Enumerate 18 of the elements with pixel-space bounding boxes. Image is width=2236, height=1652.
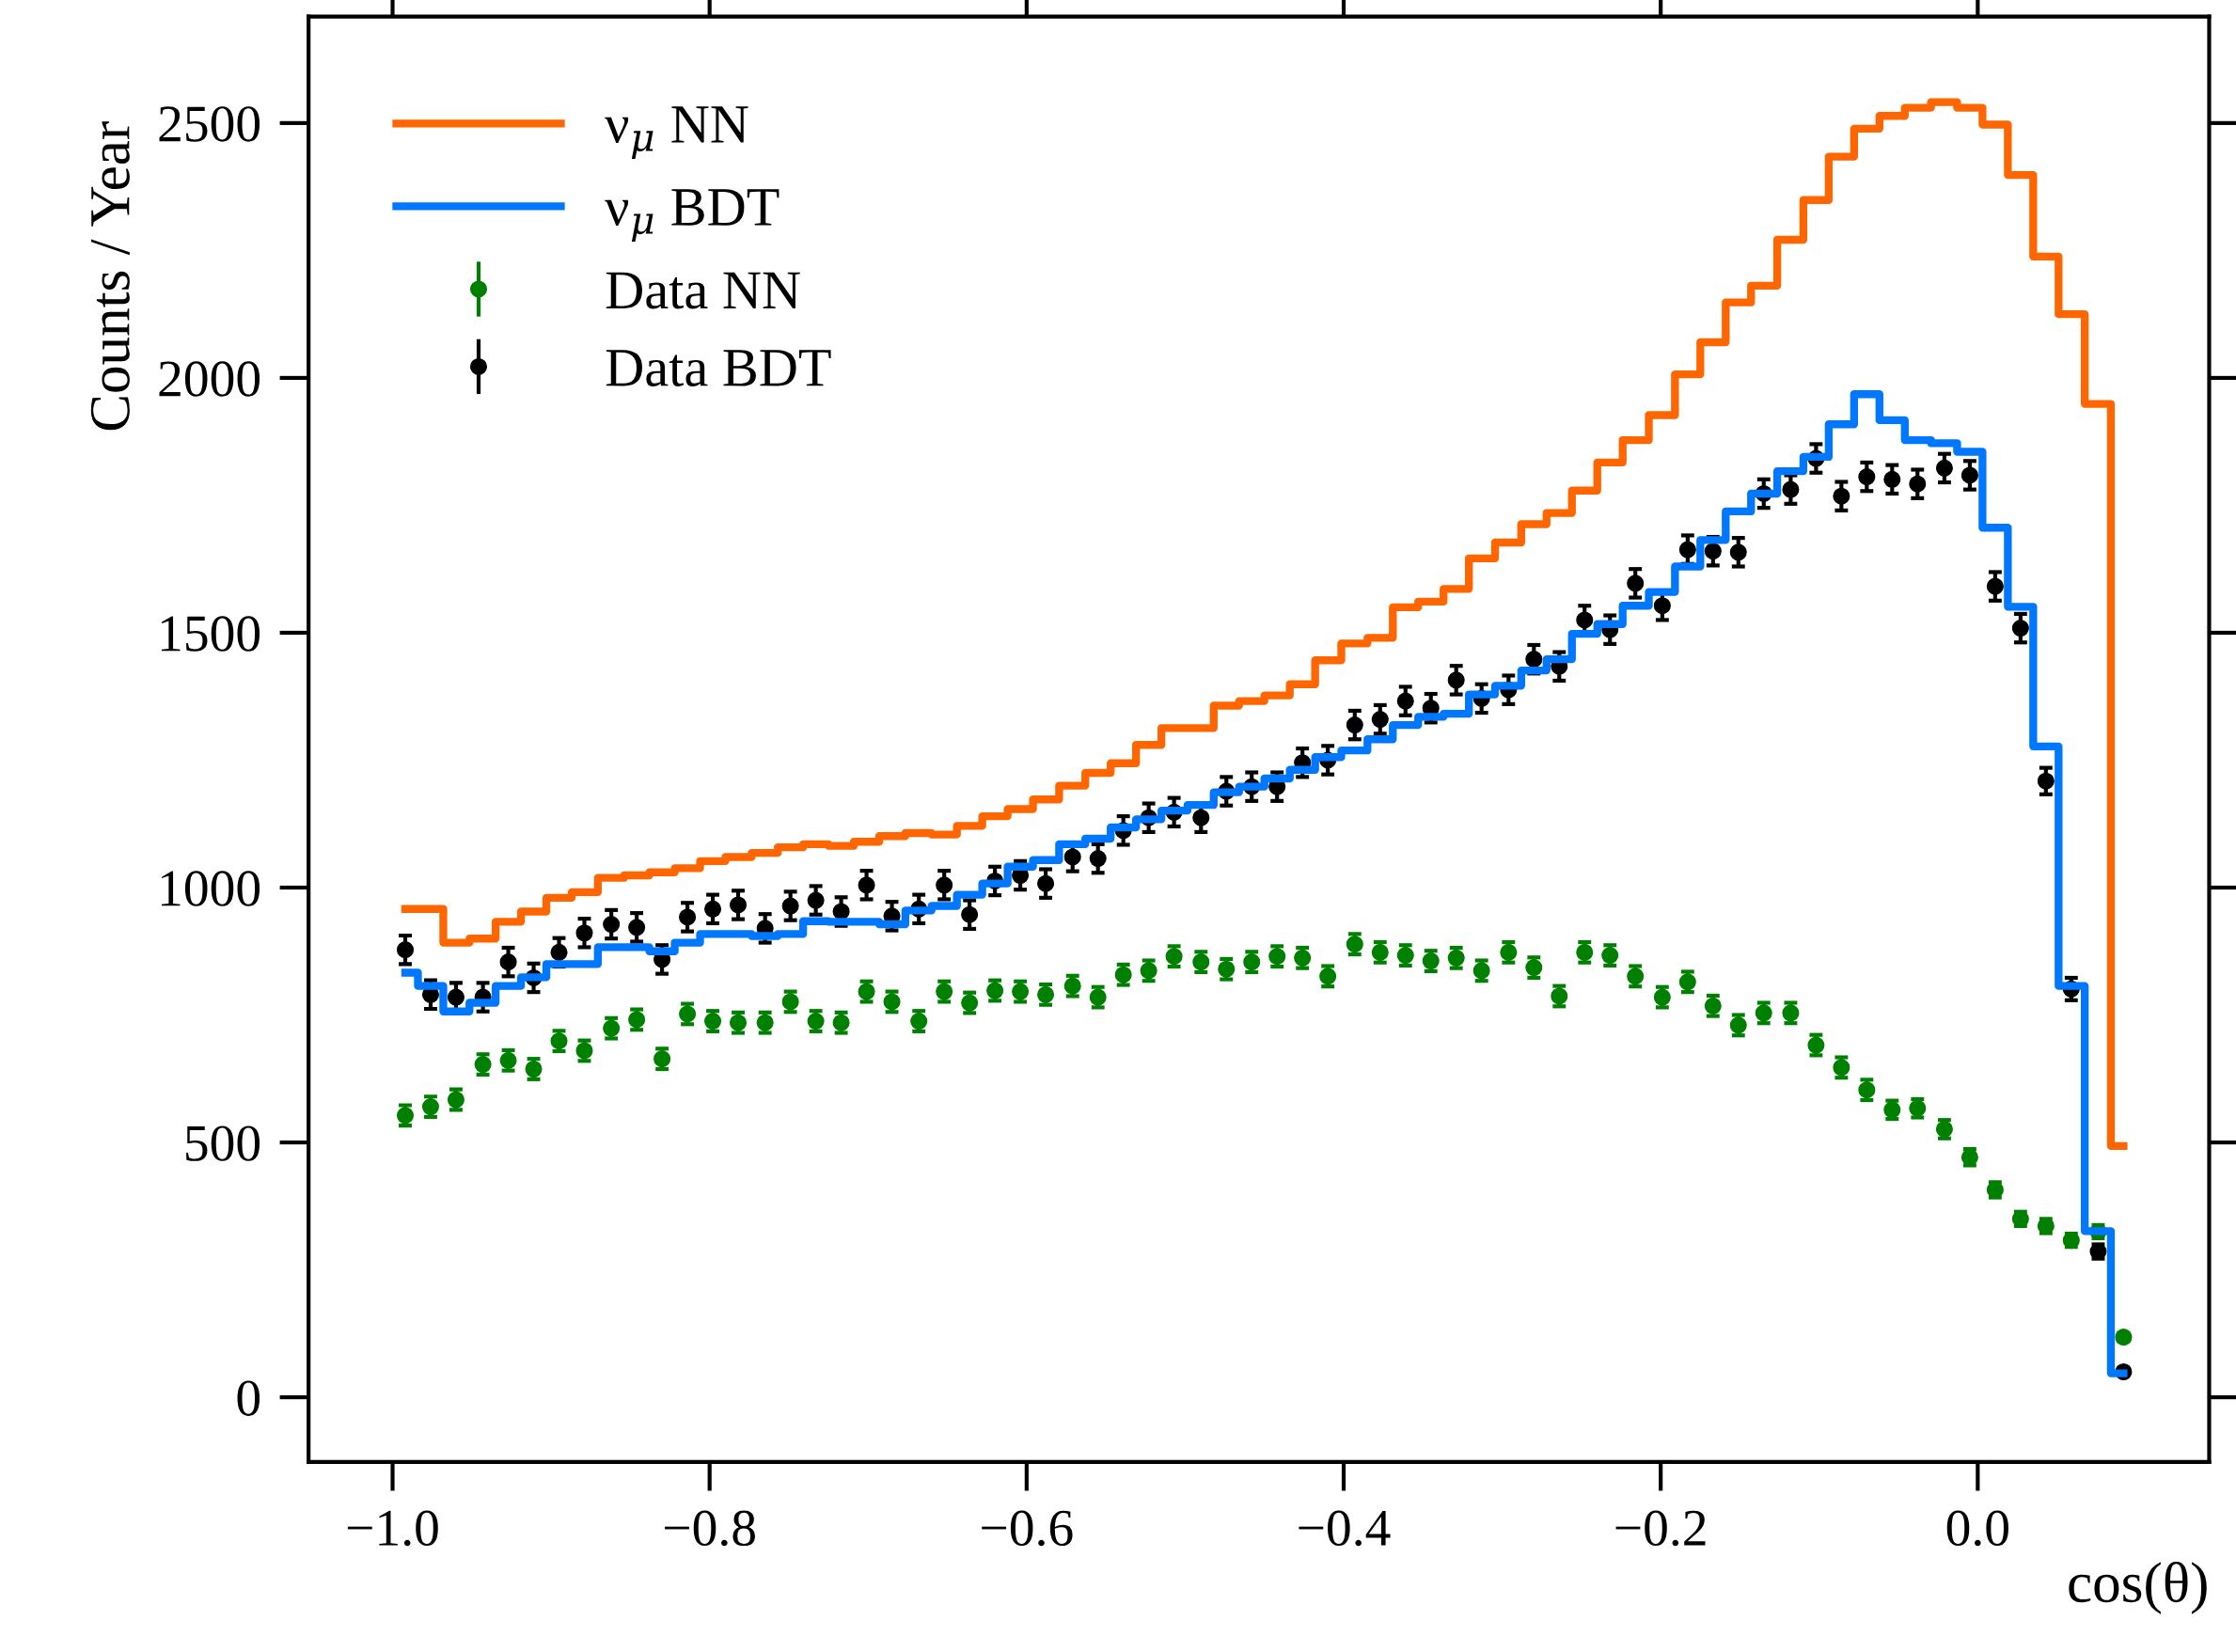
y-tick-label: 500	[186, 1125, 260, 1161]
x-axis-title: cos(θ)	[2069, 1561, 2207, 1614]
x-tick-label: −1.0	[347, 1510, 438, 1547]
x-tick-label: 0.0	[1946, 1510, 2008, 1547]
legend-label: Data NN	[606, 272, 800, 309]
x-tick-label: −0.4	[1299, 1510, 1391, 1547]
x-tick-label: −0.8	[665, 1510, 755, 1547]
y-tick-label: 1500	[161, 616, 260, 652]
y-axis-title: Counts / Year	[90, 121, 130, 431]
legend-label: Data BDT	[606, 350, 831, 386]
legend-label: ν$_{μ}$ NN	[605, 106, 748, 160]
legend-label: ν$_{μ}$ BDT	[605, 189, 779, 243]
y-tick-label: 1000	[161, 871, 260, 906]
y-tick-label: 0	[237, 1380, 260, 1416]
y-tick-label: 2500	[159, 106, 260, 142]
x-tick-label: −0.2	[1615, 1510, 1706, 1547]
y-tick-label: 2000	[159, 361, 260, 397]
x-tick-label: −0.6	[982, 1510, 1073, 1547]
